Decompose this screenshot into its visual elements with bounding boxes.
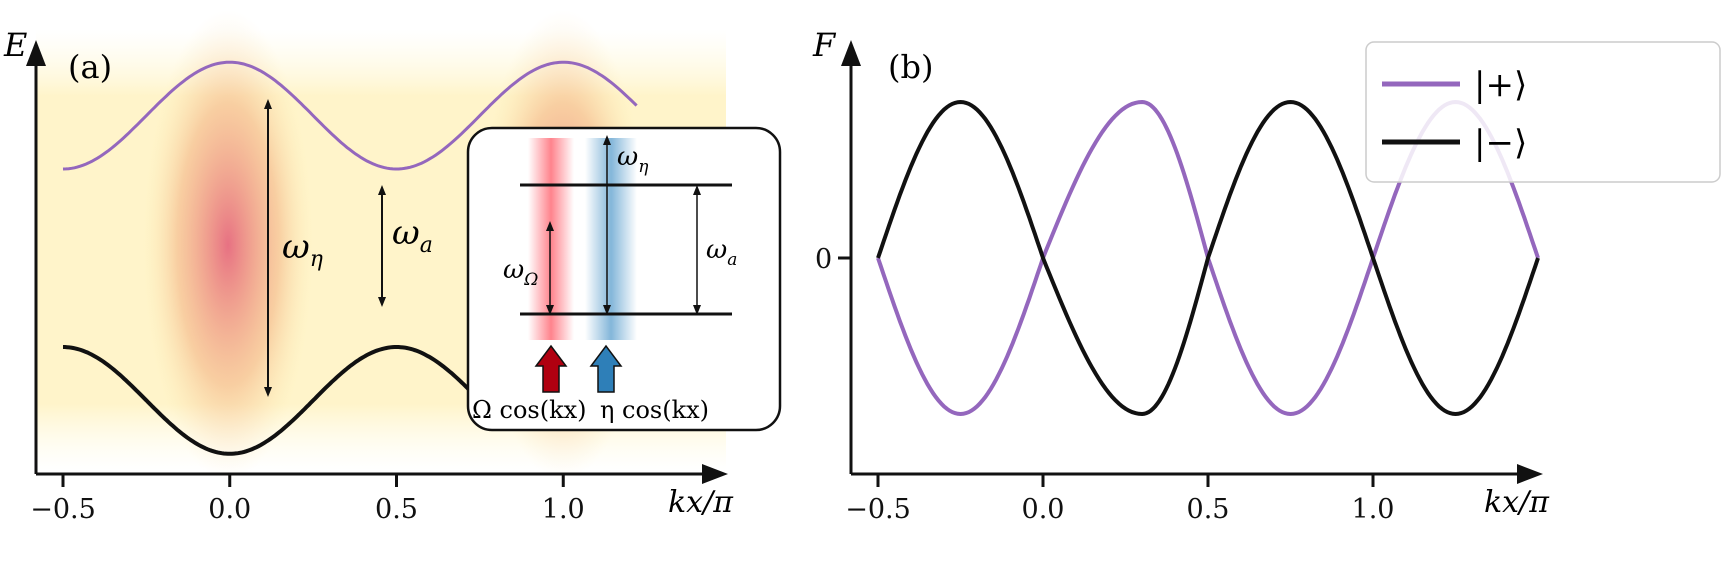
- x-axis-arrowhead-b: [1517, 464, 1543, 484]
- x-tick-label-b-1: 0.0: [1022, 494, 1065, 525]
- x-tick-label-a-0: −0.5: [30, 494, 96, 525]
- x-ticks-a: −0.5 0.0 0.5 1.0: [30, 474, 585, 525]
- panel-label-b: (b): [888, 48, 933, 86]
- inset-drive-label-eta: η cos(kx): [600, 396, 709, 424]
- legend-label-minus: |−⟩: [1474, 123, 1527, 163]
- y-axis-arrowhead-a: [26, 40, 46, 66]
- y-axis-label-a: E: [3, 26, 27, 64]
- x-tick-label-a-2: 0.5: [375, 494, 418, 525]
- series-upper-band: [62, 60, 638, 171]
- x-axis-label-b: kx/π: [1484, 485, 1550, 520]
- y-axis-arrowhead-b: [841, 40, 861, 66]
- panel-label-a: (a): [68, 48, 112, 86]
- x-axis-arrowhead-a: [702, 464, 728, 484]
- inset-drive-arrow-blue: [589, 344, 623, 393]
- inset-stripe-red: [528, 138, 574, 340]
- x-tick-label-a-3: 1.0: [542, 494, 585, 525]
- inset-stripe-blue: [585, 138, 637, 340]
- inset-omega-a-label: ωa: [706, 235, 737, 270]
- legend: |+⟩ |−⟩: [1365, 41, 1721, 183]
- inset-drive-arrow-red: [534, 344, 568, 393]
- inset-drive-label-omega: Ω cos(kx): [472, 396, 587, 424]
- x-axis-label-a: kx/π: [668, 485, 734, 520]
- x-ticks-b: −0.5 0.0 0.5 1.0: [845, 474, 1394, 525]
- inset-level-diagram: ωΩ ωη ωa Ω cos(kx) η cos(kx): [466, 126, 782, 432]
- x-tick-label-b-0: −0.5: [845, 494, 911, 525]
- panel-b: 0 −0.5 0.0 0.5 1.0 F (b) kx/π |+⟩ |−⟩: [812, 26, 1721, 525]
- y-axis-label-b: F: [812, 26, 837, 64]
- series-minus-state: [876, 99, 1540, 417]
- x-tick-label-b-2: 0.5: [1187, 494, 1230, 525]
- x-tick-label-a-1: 0.0: [208, 494, 251, 525]
- x-tick-label-b-3: 1.0: [1352, 494, 1395, 525]
- y-tick-label-0: 0: [815, 244, 832, 275]
- panel-a: −0.5 0.0 0.5 1.0 ωη ωa E (a) kx/π ωΩ ωη ωa: [3, 10, 782, 525]
- legend-frame: [1365, 41, 1721, 183]
- legend-label-plus: |+⟩: [1474, 65, 1527, 105]
- series-lower-band: [63, 345, 472, 456]
